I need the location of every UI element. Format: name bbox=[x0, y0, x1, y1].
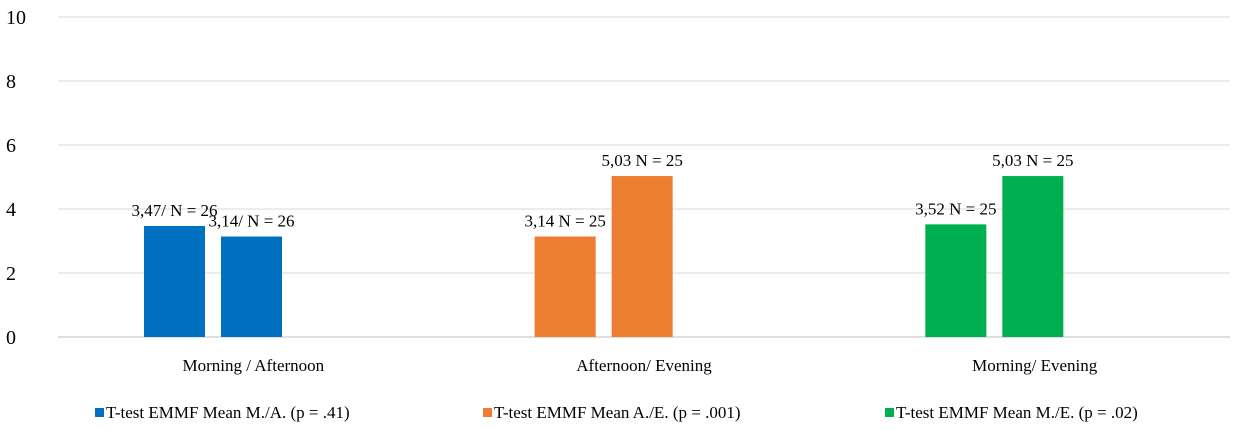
legend-swatch bbox=[95, 408, 104, 417]
y-axis-tick-labels: 0 2 4 6 8 10 bbox=[6, 7, 26, 349]
bar bbox=[221, 236, 282, 337]
data-label: 3,52 N = 25 bbox=[915, 199, 996, 218]
data-label: 3,14/ N = 26 bbox=[208, 212, 294, 231]
data-labels: 3,47/ N = 263,14/ N = 26 3,14 N = 25 5,03 … bbox=[131, 151, 1073, 230]
y-tick-label: 10 bbox=[6, 7, 26, 29]
category-label: Morning / Afternoon bbox=[183, 356, 325, 375]
y-tick-label: 4 bbox=[6, 199, 16, 221]
category-labels: Morning / Afternoon Afternoon/ Evening Mor… bbox=[183, 356, 1098, 375]
data-label: 5,03 N = 25 bbox=[601, 151, 682, 170]
category-label: Morning/ Evening bbox=[972, 356, 1098, 375]
bars bbox=[144, 176, 1064, 337]
y-tick-label: 8 bbox=[6, 71, 16, 93]
data-label: 3,47/ N = 26 bbox=[131, 201, 217, 220]
y-tick-label: 2 bbox=[6, 263, 16, 285]
y-tick-label: 0 bbox=[6, 327, 16, 349]
bar bbox=[925, 224, 987, 337]
bar bbox=[611, 176, 673, 337]
legend-label: T-test EMMF Mean A./E. (p = .001) bbox=[494, 403, 740, 422]
legend-label: T-test EMMF Mean M./E. (p = .02) bbox=[896, 403, 1138, 422]
legend-swatch bbox=[885, 408, 894, 417]
legend: T-test EMMF Mean M./A. (p = .41) T-test E… bbox=[95, 403, 1138, 422]
legend-swatch bbox=[483, 408, 492, 417]
bar bbox=[144, 225, 205, 337]
data-label: 3,14 N = 25 bbox=[524, 212, 605, 231]
data-label: 5,03 N = 25 bbox=[992, 151, 1073, 170]
bar bbox=[1002, 176, 1064, 337]
legend-label: T-test EMMF Mean M./A. (p = .41) bbox=[106, 403, 350, 422]
y-tick-label: 6 bbox=[6, 135, 16, 157]
bar bbox=[534, 236, 596, 337]
category-label: Afternoon/ Evening bbox=[576, 356, 712, 375]
